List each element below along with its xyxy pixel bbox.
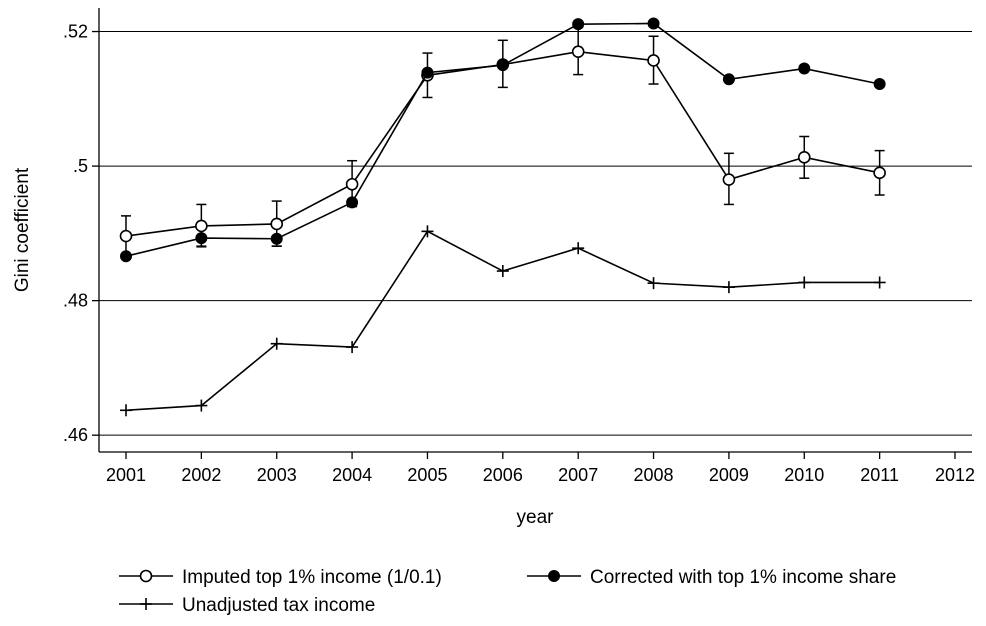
legend-item: Unadjusted tax income — [119, 595, 375, 616]
data-point — [798, 62, 811, 75]
legend-marker — [548, 570, 560, 582]
data-point — [572, 242, 585, 255]
legend-item: Imputed top 1% income (1/0.1) — [119, 567, 442, 588]
x-tick-label: 2004 — [332, 465, 372, 485]
data-point — [119, 229, 133, 243]
series-plus — [120, 225, 886, 417]
data-point — [722, 173, 736, 186]
axes — [98, 8, 972, 453]
data-point — [346, 341, 359, 354]
y-tick-label: .52 — [63, 22, 88, 42]
data-point — [647, 54, 660, 67]
y-axis-title: Gini coefficient — [12, 167, 33, 292]
x-axis-title: year — [517, 507, 555, 528]
x-tick-label: 2011 — [860, 465, 899, 485]
x-tick-label: 2005 — [407, 465, 447, 485]
data-point — [873, 78, 886, 91]
tick-marks-and-labels: .46 .48 .5 .52 2001 2002 2003 2004 2005 2006 2007 2… — [63, 22, 975, 485]
x-tick-label: 2007 — [558, 465, 598, 485]
data-point — [797, 151, 811, 164]
data-point — [873, 166, 886, 180]
series-line — [125, 230, 880, 412]
data-point — [270, 337, 283, 350]
series — [119, 17, 886, 417]
x-tick-label: 2012 — [935, 465, 975, 485]
x-tick-label: 2006 — [483, 465, 523, 485]
data-point — [270, 217, 284, 231]
data-point — [120, 250, 132, 263]
data-point — [722, 281, 735, 294]
legend-marker — [139, 569, 153, 583]
data-point — [496, 265, 509, 278]
data-point — [798, 276, 811, 289]
x-tick-label: 2001 — [106, 465, 146, 485]
data-point — [345, 177, 359, 191]
data-point — [647, 17, 660, 30]
data-point — [421, 225, 434, 238]
x-tick-label: 2009 — [709, 465, 749, 485]
data-point — [346, 196, 359, 209]
legend-label: Unadjusted tax income — [182, 595, 375, 616]
y-tick-label: .46 — [63, 425, 88, 445]
x-tick-label: 2008 — [634, 465, 674, 485]
x-tick-label: 2010 — [784, 465, 824, 485]
y-tick-label: .48 — [63, 291, 88, 311]
data-point — [873, 276, 886, 289]
data-point — [722, 73, 735, 86]
x-tick-label: 2002 — [181, 465, 221, 485]
gridlines — [99, 31, 972, 436]
legend-item: Corrected with top 1% income share — [527, 567, 896, 588]
data-point — [496, 59, 509, 72]
data-point — [572, 18, 585, 31]
data-point — [195, 399, 208, 412]
data-point — [195, 232, 208, 245]
data-point — [647, 277, 660, 290]
data-point — [571, 45, 585, 59]
y-tick-label: .5 — [73, 156, 88, 176]
legend-label: Corrected with top 1% income share — [590, 567, 896, 588]
data-point — [270, 232, 283, 245]
data-point — [120, 404, 132, 417]
series-filled-circle — [120, 17, 886, 263]
x-tick-label: 2003 — [257, 465, 297, 485]
legend-marker — [140, 598, 152, 610]
data-point — [421, 66, 434, 79]
data-point — [195, 219, 208, 233]
legend-label: Imputed top 1% income (1/0.1) — [182, 567, 442, 588]
legend: Imputed top 1% income (1/0.1) Corrected w… — [119, 567, 896, 616]
